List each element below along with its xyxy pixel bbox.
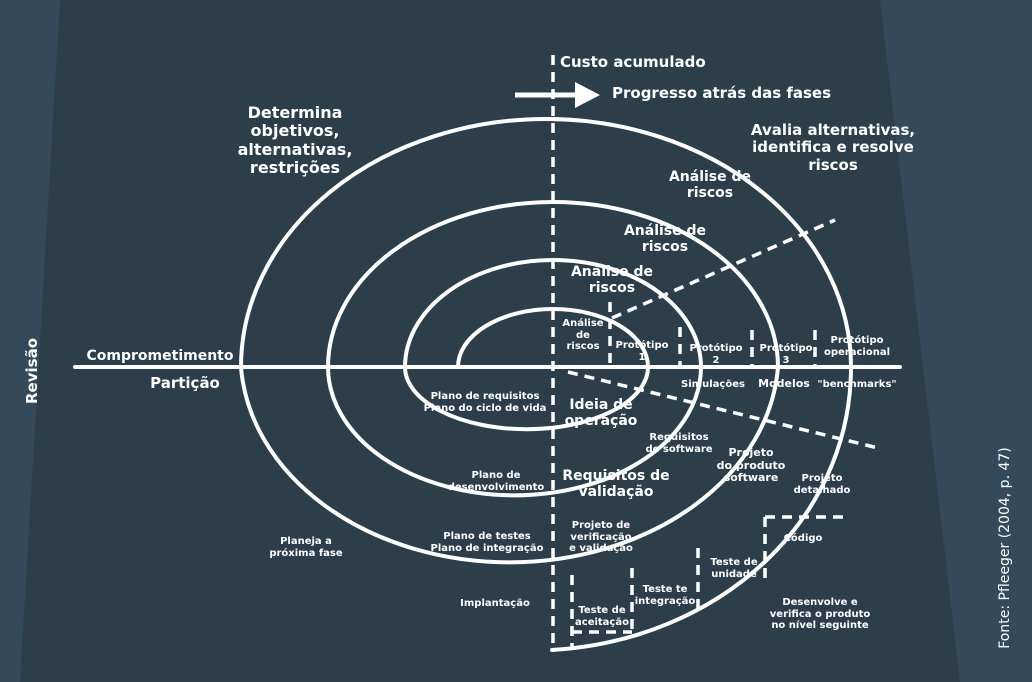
benchmarks-label: "benchmarks": [817, 379, 897, 390]
operation-idea-label: Ideia de operação: [564, 397, 638, 430]
next-phase-label: Planeja a próxima fase: [269, 536, 343, 559]
axis-top-label: Custo acumulado: [560, 53, 706, 71]
quadrant-top-right-label: Avalia alternativas, identifica e resolv…: [750, 121, 916, 174]
unit-test-label: Teste de unidade: [710, 557, 758, 580]
risk-analysis-label: Análise de riscos: [623, 223, 707, 256]
risk-analysis-label: Análise de riscos: [562, 318, 604, 352]
risk-analysis-label: Análise de riscos: [570, 264, 654, 297]
integration-test-label: Teste te integração: [634, 584, 696, 607]
dashed-divider: [567, 370, 879, 450]
product-design-label: Projeto do produto software: [716, 446, 786, 485]
dashed-divider: [611, 218, 836, 320]
develop-verify-label: Desenvolve e verifica o produto no nível…: [769, 597, 871, 631]
spiral-arc: [456, 307, 650, 369]
prototype-label: Protótipo operacional: [823, 335, 890, 358]
spiral-arc: [550, 365, 853, 652]
software-requirements-label: Requisitos de software: [645, 432, 713, 455]
spiral-arc: [326, 365, 703, 498]
progress-arrow-head: [575, 82, 600, 108]
requirements-plan-label: Plano de requisitos Plano do ciclo de vi…: [423, 391, 547, 414]
verification-design-label: Projeto de verificação e validação: [569, 520, 633, 554]
prototype-label: Protótipo 2: [689, 343, 743, 366]
spiral-arc: [239, 117, 853, 369]
spiral-arc: [326, 200, 780, 369]
revision-label: Revisão: [23, 338, 41, 404]
spiral-arc: [403, 365, 650, 432]
progress-arrow-label: Progresso atrás das fases: [612, 84, 832, 102]
risk-analysis-label: Análise de riscos: [668, 169, 752, 202]
test-plan-label: Plano de testes Plano de integração: [430, 531, 544, 554]
source-label: Fonte: Pfleeger (2004, p. 47): [997, 447, 1013, 649]
simulations-label: Simulações: [681, 379, 745, 390]
background-shade: [0, 0, 60, 682]
prototype-label: Protótipo 3: [759, 343, 813, 366]
deployment-label: Implantação: [460, 598, 530, 609]
detailed-design-label: Projeto detalhado: [793, 473, 851, 496]
prototype-label: Protótipo 1: [615, 340, 669, 363]
background-shade: [880, 0, 1032, 682]
spiral-arc: [239, 365, 780, 565]
quadrant-top-left-label: Determina objetivos, alternativas, restr…: [237, 103, 353, 178]
models-label: Modelos: [758, 377, 810, 390]
code-label: Código: [783, 533, 823, 544]
validation-requirements-label: Requisitos de validação: [562, 468, 670, 501]
commitment-label: Comprometimento: [86, 348, 234, 364]
development-plan-label: Plano de desenvolvimento: [447, 470, 545, 493]
acceptance-test-label: Teste de aceitação: [575, 605, 629, 628]
partition-label: Partição: [150, 374, 220, 392]
